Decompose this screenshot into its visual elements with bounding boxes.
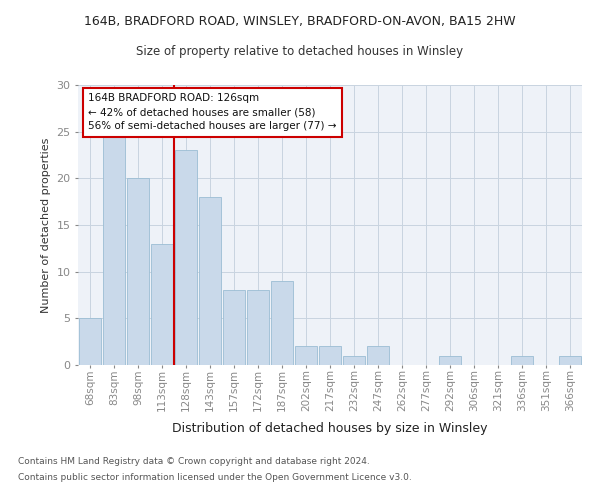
Bar: [199, 197, 221, 365]
Bar: [79, 318, 101, 365]
Bar: [295, 346, 317, 365]
Bar: [103, 132, 125, 365]
Bar: [319, 346, 341, 365]
Bar: [271, 281, 293, 365]
Bar: [343, 356, 365, 365]
X-axis label: Distribution of detached houses by size in Winsley: Distribution of detached houses by size …: [172, 422, 488, 436]
Text: Size of property relative to detached houses in Winsley: Size of property relative to detached ho…: [136, 45, 464, 58]
Y-axis label: Number of detached properties: Number of detached properties: [41, 138, 50, 312]
Bar: [151, 244, 173, 365]
Bar: [559, 356, 581, 365]
Bar: [439, 356, 461, 365]
Text: 164B, BRADFORD ROAD, WINSLEY, BRADFORD-ON-AVON, BA15 2HW: 164B, BRADFORD ROAD, WINSLEY, BRADFORD-O…: [84, 15, 516, 28]
Bar: [223, 290, 245, 365]
Bar: [367, 346, 389, 365]
Bar: [127, 178, 149, 365]
Text: Contains HM Land Registry data © Crown copyright and database right 2024.: Contains HM Land Registry data © Crown c…: [18, 458, 370, 466]
Text: 164B BRADFORD ROAD: 126sqm
← 42% of detached houses are smaller (58)
56% of semi: 164B BRADFORD ROAD: 126sqm ← 42% of deta…: [88, 94, 337, 132]
Text: Contains public sector information licensed under the Open Government Licence v3: Contains public sector information licen…: [18, 472, 412, 482]
Bar: [175, 150, 197, 365]
Bar: [247, 290, 269, 365]
Bar: [511, 356, 533, 365]
